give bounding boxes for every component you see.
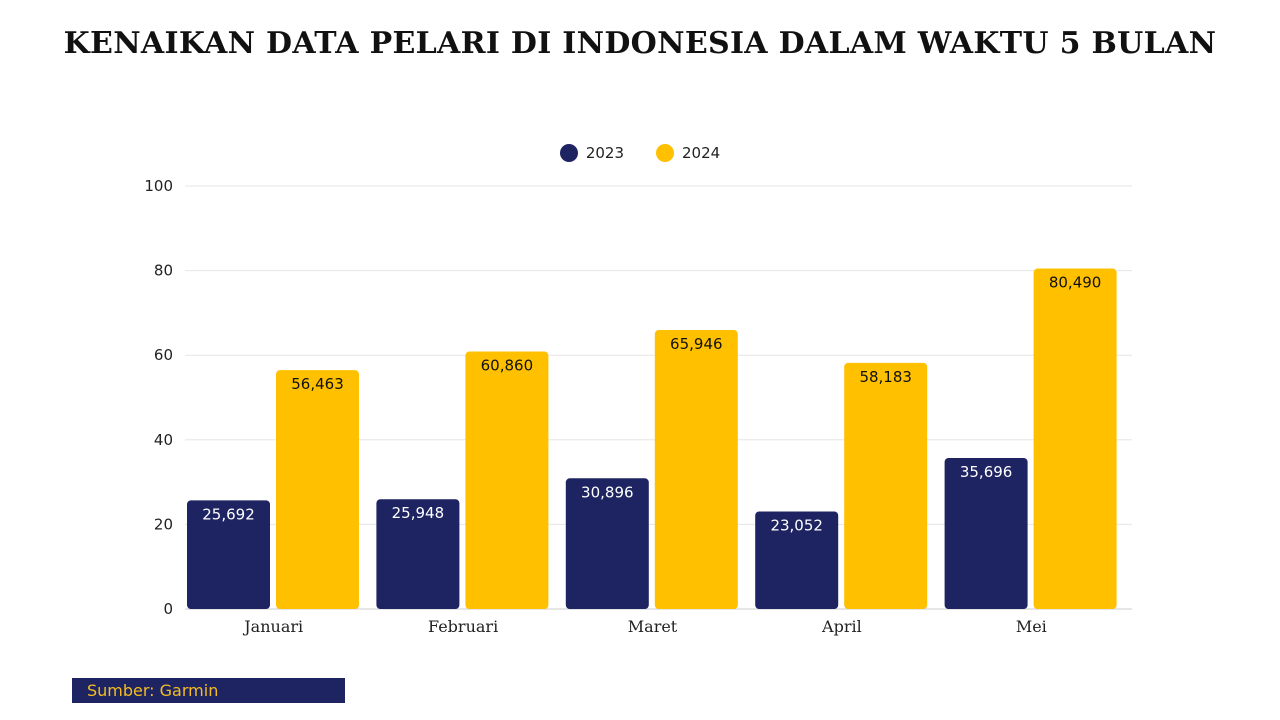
legend-item-2024: 2024 [656, 144, 720, 162]
bar-2023 [944, 458, 1028, 609]
bar-2024 [654, 330, 738, 609]
x-tick-label: Mei [1016, 617, 1047, 636]
y-tick-label: 100 [144, 177, 173, 195]
bar-2024 [276, 370, 359, 609]
data-label: 58,183 [859, 368, 912, 386]
x-tick-label: Februari [428, 617, 498, 636]
legend-label-2024: 2024 [682, 144, 721, 162]
x-tick-label: Maret [628, 617, 678, 636]
legend-swatch-2024 [656, 144, 674, 162]
legend-swatch-2023 [559, 144, 578, 162]
y-tick-label: 40 [154, 431, 173, 449]
legend-item-2023: 2023 [559, 144, 624, 162]
data-label: 65,946 [670, 335, 723, 353]
bar-2024 [1033, 268, 1117, 609]
bar-2024 [465, 351, 549, 609]
chart-title: KENAIKAN DATA PELARI DI INDONESIA DALAM … [63, 26, 1217, 61]
x-tick-label: Januari [242, 617, 303, 636]
bar-2023 [565, 478, 649, 609]
y-tick-label: 20 [154, 515, 173, 533]
x-tick-label: April [821, 617, 862, 636]
data-label: 30,896 [581, 483, 634, 501]
source-label: Sumber: Garmin [72, 678, 345, 703]
bar-2024 [844, 362, 928, 609]
data-label: 80,490 [1049, 274, 1102, 292]
data-label: 56,463 [291, 375, 344, 393]
bar-2023 [755, 511, 839, 609]
data-label: 25,692 [202, 505, 255, 523]
data-label: 25,948 [392, 504, 445, 522]
data-label: 60,860 [481, 357, 534, 375]
data-label: 23,052 [770, 516, 823, 534]
bar-2023 [376, 499, 460, 609]
y-tick-label: 0 [163, 600, 173, 618]
bar-2023 [187, 500, 270, 609]
legend: 2023 2024 [0, 144, 1280, 162]
legend-label-2023: 2023 [585, 144, 624, 162]
y-tick-label: 60 [154, 346, 173, 364]
data-label: 35,696 [960, 463, 1013, 481]
y-tick-label: 80 [154, 262, 173, 280]
